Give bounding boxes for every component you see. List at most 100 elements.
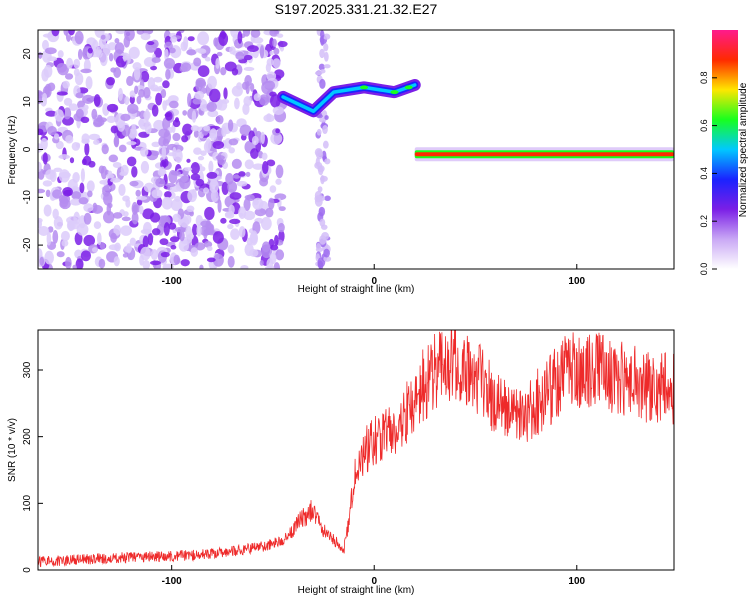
spectrogram-noise-blob [113,256,120,267]
spectrogram-noise-blob [108,154,119,163]
spectrogram-noise-blob [160,251,170,258]
spectrogram-noise-blob [315,157,320,167]
spectrogram-noise-blob [78,197,89,205]
snr-ytick-label: 0 [22,567,33,573]
spectrogram-noise-blob [74,30,84,45]
spectrogram-noise-blob [170,245,177,250]
spectrogram-noise-blob [194,48,206,53]
spectrogram-noise-blob [110,67,117,73]
spectrogram-noise-blob [269,50,274,56]
spectrogram-noise-blob [174,226,186,233]
spectrogram-noise-blob [238,171,246,177]
spectrogram-noise-blob [259,177,269,187]
snr-plot-background [38,330,674,570]
spectrogram-noise-blob [73,58,81,69]
spectrogram-noise-blob [129,237,137,246]
spectrogram-noise-blob [56,91,68,96]
spectrogram-noise-blob [183,36,189,51]
spectrogram-noise-blob [172,119,181,128]
spectrogram-noise-blob [229,192,242,200]
spectrogram-noise-blob [220,67,227,76]
spectrogram-noise-blob [196,224,202,237]
spectrogram-noise-blob [193,130,199,138]
spectrogram-noise-blob [71,191,82,200]
spectrogram-noise-blob [47,226,54,233]
spectrogram-ytick-label: -20 [22,237,33,252]
spectrogram-noise-blob [147,41,155,46]
spectrogram-noise-blob [319,235,327,245]
spectrogram-noise-blob [187,36,195,42]
spectrogram-noise-blob [318,206,326,217]
spectrogram-noise-blob [42,152,48,165]
spectrogram-noise-blob [87,47,93,54]
spectrogram-noise-blob [227,223,234,230]
spectrogram-noise-blob [186,49,197,56]
spectrogram-noise-blob [136,195,148,201]
spectrogram-noise-blob [181,135,189,143]
spectrogram-noise-blob [193,57,202,67]
spectrogram-noise-blob [83,104,89,111]
spectrogram-noise-blob [77,48,83,61]
spectrogram-noise-blob [215,114,224,125]
spectrogram-noise-blob [126,156,137,167]
spectrogram-noise-blob [314,148,323,157]
spectrogram-ytick-label: 10 [22,96,33,108]
spectrogram-noise-blob [53,133,60,140]
spectrogram-noise-blob [238,206,247,220]
spectrogram-noise-blob [272,58,281,69]
spectrogram-noise-blob [118,144,127,153]
spectrogram-noise-blob [166,143,178,151]
spectrogram-noise-blob [260,131,265,144]
spectrogram-noise-blob [91,108,98,120]
spectrogram-noise-blob [147,232,154,246]
spectrogram-noise-blob [243,54,253,61]
spectrogram-noise-blob [228,147,235,154]
spectrogram-noise-blob [244,159,254,170]
snr-xtick-label: -100 [162,576,182,587]
spectrogram-noise-blob [261,152,268,161]
spectrogram-noise-blob [218,32,229,46]
spectrogram-noise-blob [108,53,114,62]
spectrogram-noise-blob [46,231,52,246]
spectrogram-noise-blob [237,31,243,44]
snr-series-line [38,330,674,568]
spectrogram-noise-blob [38,51,43,59]
spectrogram-noise-blob [165,111,173,121]
spectrogram-noise-blob [57,50,64,58]
spectrogram-noise-blob [55,140,64,150]
snr-marks [38,330,674,568]
spectrogram-noise-blob [98,258,106,269]
snr-ticks: -100 0 100 0 100 200 300 [22,361,586,587]
spectrogram-noise-blob [136,95,142,105]
spectrogram-noise-blob [96,49,103,59]
spectrogram-noise-blob [93,139,100,145]
spectrogram-noise-blob [272,38,277,48]
spectrogram-upper-tone-peak [360,85,369,90]
spectrogram-noise-blob [236,82,243,90]
spectrogram-noise-blob [129,95,135,104]
spectrogram-noise-blob [120,113,131,122]
spectrogram-noise-blob [62,186,73,197]
spectrogram-noise-blob [75,142,81,148]
spectrogram-noise-blob [41,68,49,82]
spectrogram-noise-blob [38,128,44,136]
spectrogram-noise-blob [38,225,50,237]
spectrogram-noise-blob [199,264,204,269]
spectrogram-noise-blob [65,135,74,144]
spectrogram-noise-blob [220,217,227,224]
spectrogram-noise-blob [155,177,166,188]
spectrogram-noise-blob [190,162,200,175]
spectrogram-noise-blob [153,119,165,131]
spectrogram-noise-blob [324,115,329,121]
spectrogram-noise-blob [100,34,106,40]
spectrogram-noise-blob [265,265,275,269]
spectrogram-noise-blob [42,92,48,102]
spectrogram-noise-blob [252,163,264,170]
spectrogram-noise-blob [200,150,207,156]
spectrogram-noise-blob [216,51,223,57]
spectrogram-noise-blob [162,100,167,111]
spectrogram-noise-blob [52,229,59,244]
spectrogram-noise-blob [236,180,248,187]
snr-xtick-label: 0 [371,576,377,587]
